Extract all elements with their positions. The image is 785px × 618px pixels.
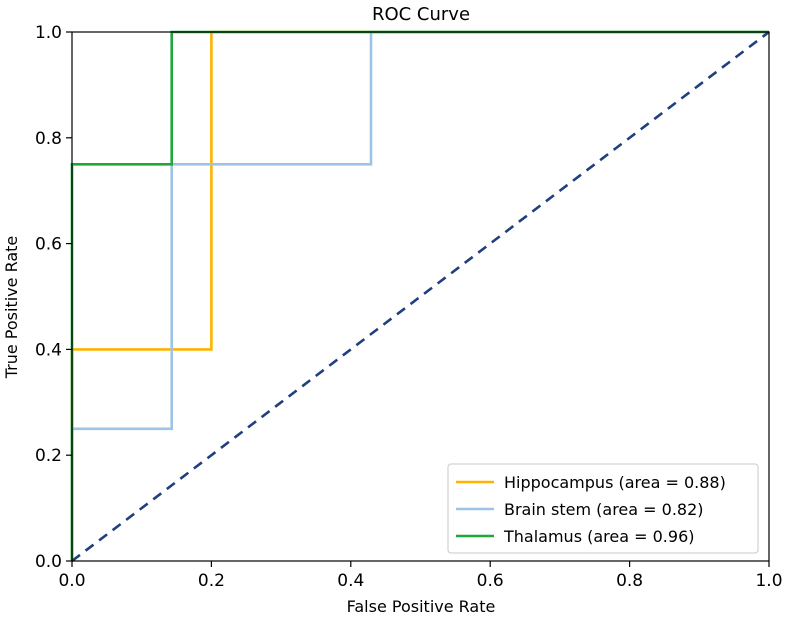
x-tick-label: 0.2	[198, 571, 225, 591]
y-tick-label: 0.8	[35, 129, 62, 149]
plot-area	[70, 30, 770, 563]
y-tick-label: 0.6	[35, 235, 62, 255]
legend-label: Brain stem (area = 0.82)	[504, 500, 704, 519]
x-tick-label: 0.6	[477, 571, 504, 591]
y-axis-label: True Positive Rate	[2, 236, 21, 380]
y-tick-label: 0.2	[35, 446, 62, 466]
x-tick-label: 1.0	[755, 571, 782, 591]
plot-frame	[71, 31, 770, 562]
legend-box	[447, 463, 759, 554]
y-tick-label: 0.0	[35, 552, 62, 572]
y-tick-label: 1.0	[35, 23, 62, 43]
legend-label: Hippocampus (area = 0.88)	[504, 473, 726, 492]
y-tick-label: 0.4	[35, 340, 62, 360]
x-tick-label: 0.0	[58, 571, 85, 591]
chance-diagonal-line	[71, 30, 770, 563]
legend: Hippocampus (area = 0.88) Brain stem (are…	[447, 463, 759, 554]
x-tick-label: 0.8	[616, 571, 643, 591]
x-tick-label: 0.4	[337, 571, 364, 591]
chart-title: ROC Curve	[372, 4, 470, 25]
y-axis-ticks: 0.0 0.2 0.4 0.6 0.8 1.0	[35, 23, 72, 572]
legend-label: Thalamus (area = 0.96)	[503, 527, 694, 546]
x-axis-label: False Positive Rate	[347, 597, 496, 616]
x-axis-ticks: 0.0 0.2 0.4 0.6 0.8 1.0	[58, 561, 783, 591]
